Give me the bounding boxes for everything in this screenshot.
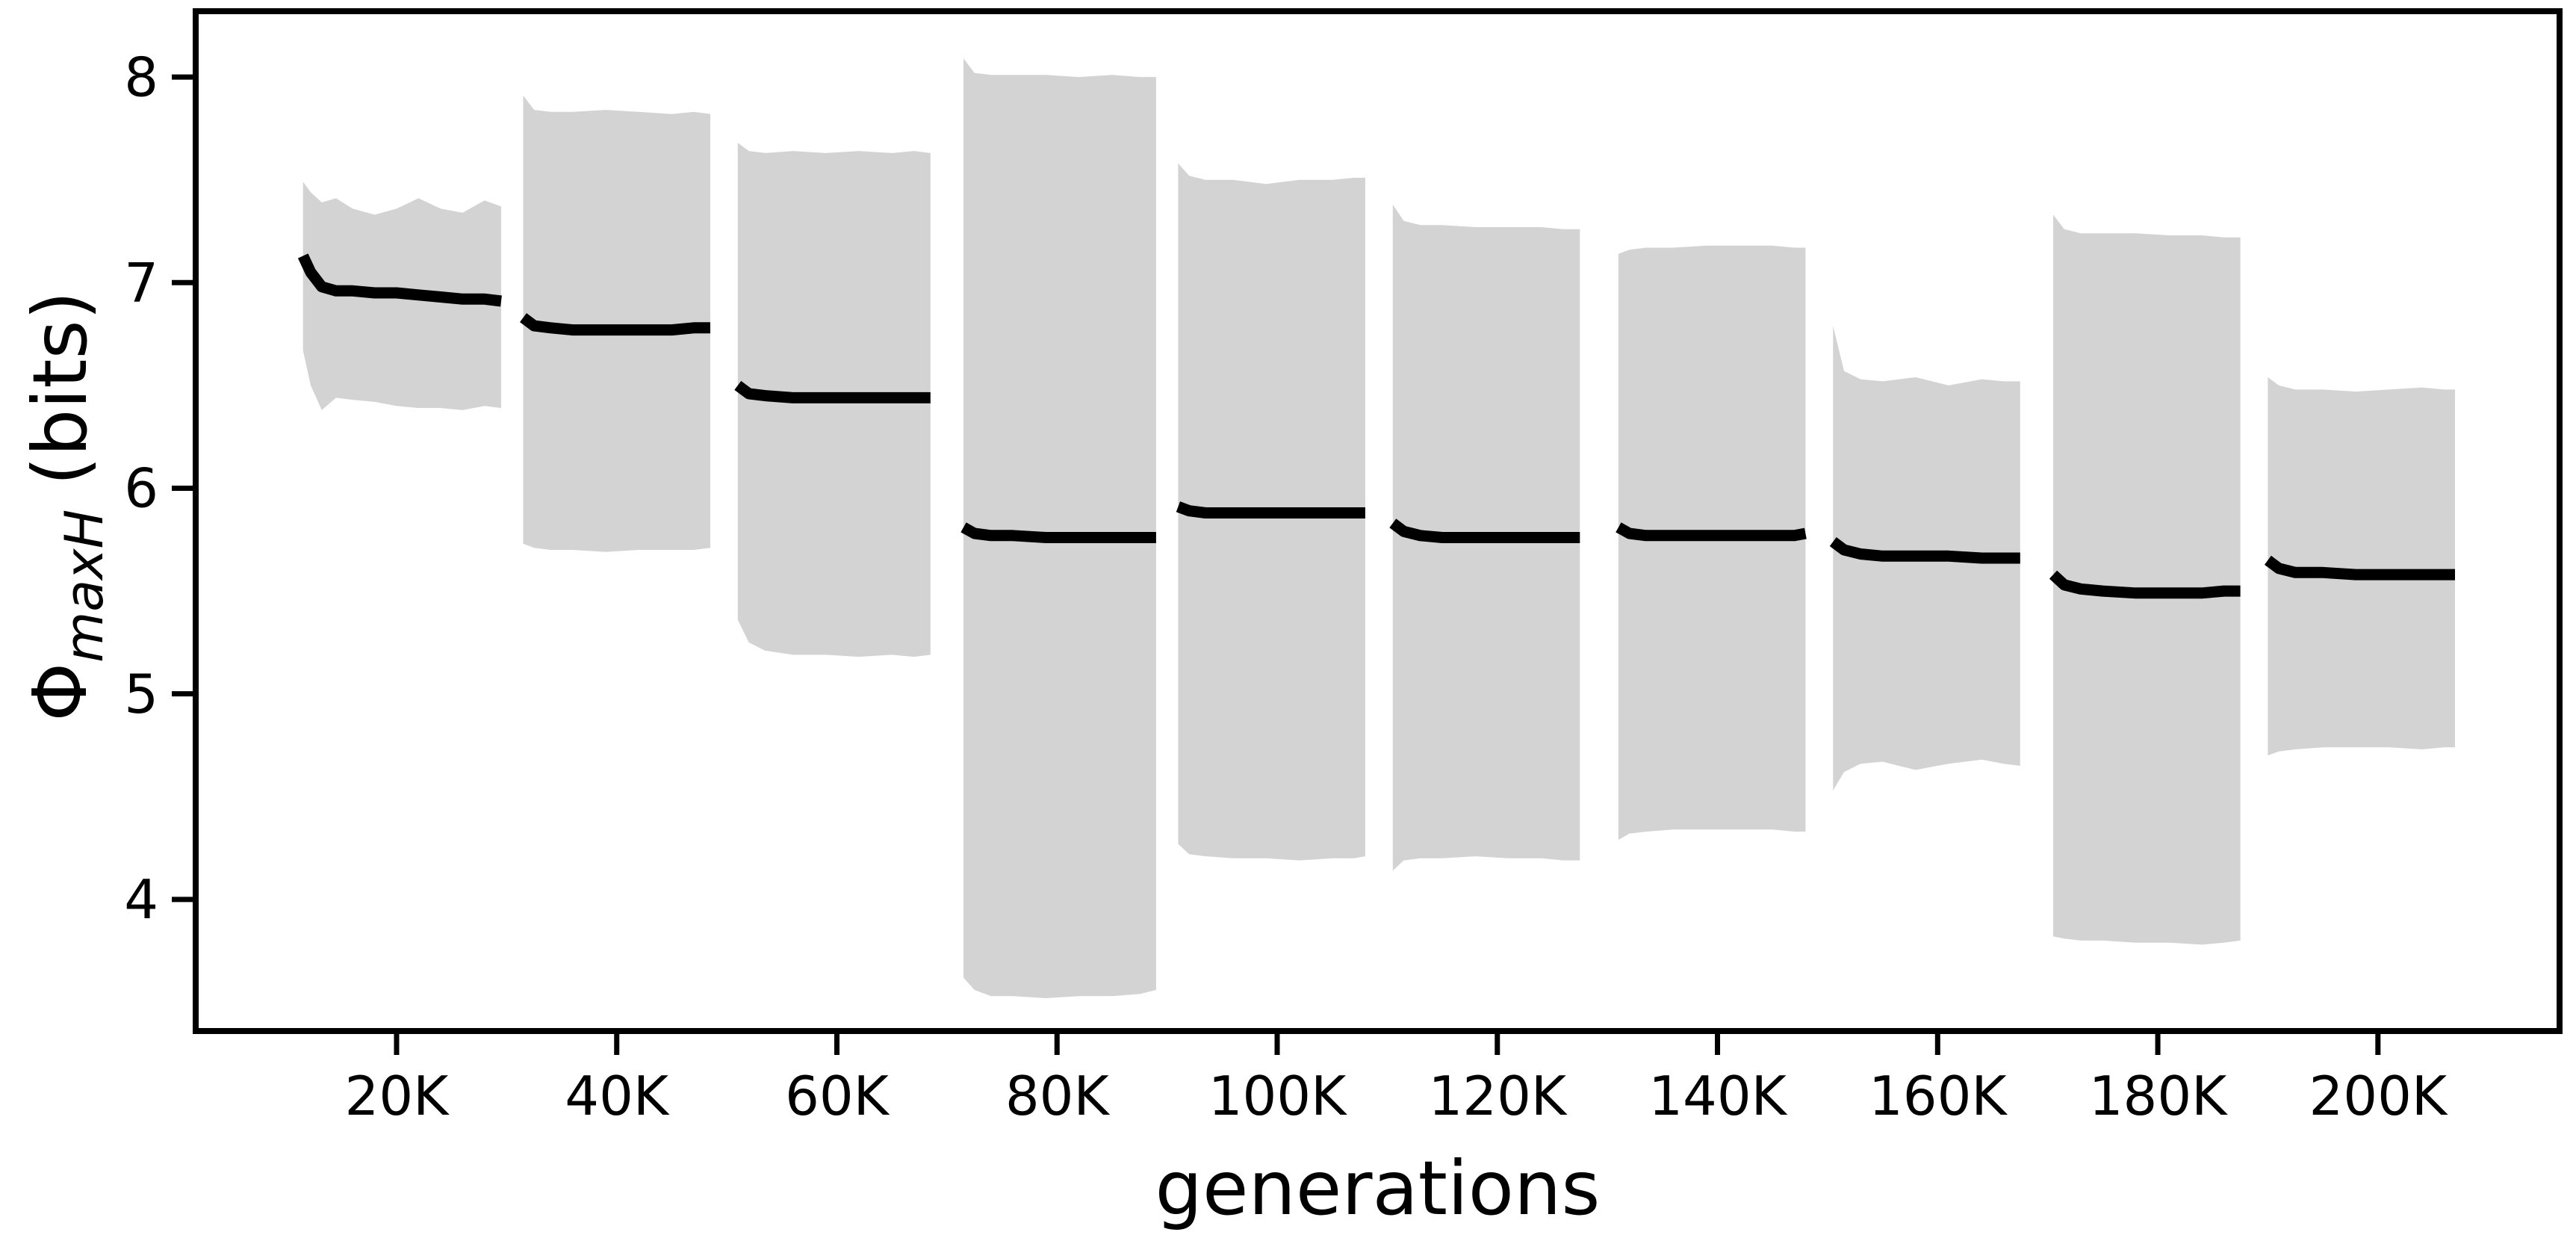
y-tick-label: 5	[124, 663, 158, 725]
mean-line-band-40K	[520, 313, 710, 336]
plot-border	[193, 8, 2563, 1034]
mean-line-band-200K	[2264, 555, 2455, 581]
mean-line-band-120K	[1389, 519, 1580, 543]
y-tick-label: 4	[124, 868, 158, 931]
mean-line-band-180K	[2049, 570, 2241, 599]
x-tick-label: 60K	[785, 1065, 890, 1127]
x-tick-label: 120K	[1428, 1065, 1567, 1127]
x-axis-label: generations	[1155, 1145, 1601, 1232]
mean-line-band-60K	[734, 380, 931, 403]
x-tick-label: 40K	[565, 1065, 670, 1127]
mean-line-band-20K	[297, 253, 502, 307]
y-tick-label: 7	[124, 251, 158, 314]
confidence-band-band-40K	[523, 95, 710, 552]
confidence-band-band-180K	[2053, 214, 2241, 945]
x-tick-label: 160K	[1869, 1065, 2008, 1127]
mean-line-band-80K	[960, 522, 1156, 543]
x-tick-label: 20K	[345, 1065, 450, 1127]
confidence-band-band-140K	[1618, 245, 1806, 841]
x-tick-label: 80K	[1005, 1065, 1111, 1127]
confidence-band-band-80K	[963, 58, 1156, 998]
y-axis-label: ΦmaxH (bits)	[16, 291, 115, 721]
mean-line-band-160K	[1829, 536, 2020, 564]
confidence-band-band-200K	[2268, 377, 2455, 756]
x-tick-label: 180K	[2089, 1065, 2228, 1127]
mean-line-band-140K	[1616, 522, 1807, 542]
y-tick-label: 8	[124, 46, 158, 108]
x-tick-label: 140K	[1648, 1065, 1787, 1127]
x-tick-label: 200K	[2309, 1065, 2448, 1127]
y-tick-label: 6	[124, 457, 158, 520]
x-tick-label: 100K	[1208, 1065, 1347, 1127]
mean-line-band-100K	[1176, 501, 1365, 519]
